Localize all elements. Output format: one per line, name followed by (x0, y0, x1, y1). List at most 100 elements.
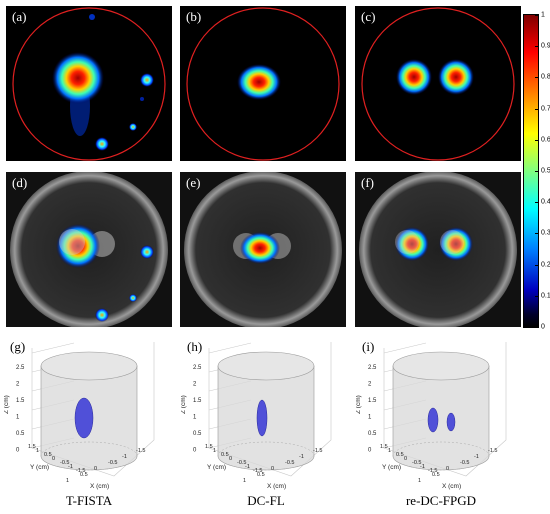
panel-h: (h) 2.521.510.50Z (cm)1.510.50-0.5-1-1.5… (180, 336, 351, 491)
y-tick-label: -0.5 (237, 460, 246, 466)
y-tick-label: 0.5 (396, 452, 404, 458)
y-tick-label: 0.5 (44, 452, 52, 458)
colorbar-tick-label: 0.6 (541, 136, 550, 144)
x-tick-label: 0 (446, 466, 449, 472)
colorbar-tick-mark (535, 264, 538, 266)
reconstruction-image-a (12, 7, 166, 161)
x-tick-label: -0.5 (108, 460, 117, 466)
panel-label-h: (h) (187, 339, 203, 354)
grid-box (208, 342, 332, 477)
x-tick-label: -0.5 (285, 460, 294, 466)
cylinder-top (392, 351, 490, 381)
z-axis-label: Z (cm) (4, 395, 10, 414)
x-axis-label: X (cm) (90, 483, 109, 490)
colorbar-tick-mark (535, 46, 538, 48)
x-tick-label: 1 (66, 478, 69, 484)
y-tick-label: -0.5 (60, 460, 69, 466)
colorbar-tick-label: 0.4 (541, 198, 550, 206)
grid-box (383, 342, 507, 477)
z-tick-label: 1 (16, 415, 20, 421)
x-tick-label: 0 (271, 466, 274, 472)
reconstructed-target-blob (256, 399, 268, 437)
z-tick-label: 2.5 (16, 365, 25, 371)
x-tick-label: -1.5 (136, 448, 145, 454)
x-axis-label: X (cm) (267, 483, 286, 490)
panel-label-d: (d) (12, 175, 28, 190)
y-tick-label: -1 (68, 464, 73, 470)
panel-b: (b) (180, 6, 346, 161)
y-tick-label: 1.5 (380, 444, 388, 450)
y-tick-label: 1 (36, 448, 39, 454)
colorbar-tick-mark (535, 15, 538, 16)
colorbar-tick-mark (535, 139, 538, 141)
grid-line (383, 342, 427, 354)
colorbar-tick-mark (535, 77, 538, 79)
colorbar-tick-label: 0.5 (541, 167, 550, 175)
reconstruction-image-b (186, 7, 340, 161)
panel-a: (a) (6, 6, 172, 161)
colorbar-tick-label: 0.7 (541, 105, 550, 113)
y-tick-label: -1.5 (253, 468, 262, 474)
z-tick-label: 0 (193, 448, 197, 454)
colorbar (523, 14, 539, 328)
colorbar-tick-mark (535, 233, 538, 235)
colorbar-tick-label: 0.1 (541, 292, 550, 300)
colorbar-tick-mark (535, 202, 538, 204)
y-tick-label: 1.5 (28, 444, 36, 450)
x-tick-label: -1 (299, 454, 304, 460)
reconstructed-target-blob (427, 407, 439, 433)
overlay-image-f (359, 171, 517, 329)
y-tick-label: 0 (229, 456, 232, 462)
y-tick-label: -1 (420, 464, 425, 470)
z-tick-label: 2.5 (193, 365, 202, 371)
colorbar-tick-label: 0.2 (541, 261, 550, 269)
y-axis-label: Y (cm) (382, 464, 401, 471)
caption-re-dc-fpgd: re-DC-FPGD (405, 493, 477, 508)
z-tick-label: 0 (368, 448, 372, 454)
z-tick-label: 1 (368, 415, 372, 421)
x-tick-label: -1.5 (313, 448, 322, 454)
z-tick-label: 0.5 (368, 431, 377, 437)
colorbar-tick-mark (535, 295, 538, 297)
panel-e: (e) (180, 171, 346, 329)
cylinder-top (217, 351, 315, 381)
x-tick-label: 1 (243, 478, 246, 484)
panel-label-a: (a) (12, 9, 27, 24)
panel-d: (d) (6, 171, 172, 329)
panel-label-i: (i) (362, 339, 375, 354)
y-tick-label: -1 (245, 464, 250, 470)
colorbar-tick-label: 0.9 (541, 42, 550, 50)
x-tick-label: -1.5 (488, 448, 497, 454)
y-tick-label: -1.5 (428, 468, 437, 474)
z-tick-label: 2.5 (368, 365, 377, 371)
grid-line (31, 342, 75, 354)
y-tick-label: 1 (388, 448, 391, 454)
y-axis-label: Y (cm) (30, 464, 49, 471)
plot-3d-h: 2.521.510.50Z (cm)1.510.50-0.5-1-1.5Y (c… (180, 342, 332, 490)
colorbar-tick-mark (535, 327, 538, 328)
x-tick-label: -1 (122, 454, 127, 460)
panel-label-b: (b) (186, 9, 202, 24)
reconstructed-target-blob (74, 397, 94, 439)
z-tick-label: 2 (193, 382, 197, 388)
z-axis-label: Z (cm) (356, 395, 362, 414)
cylinder-bottom (40, 441, 138, 471)
z-tick-label: 1.5 (368, 398, 377, 404)
panel-c: (c) (355, 6, 521, 161)
grid-box (31, 342, 155, 477)
y-tick-label: 1.5 (205, 444, 213, 450)
z-tick-label: 1 (193, 415, 197, 421)
colorbar-tick-label: 0.8 (541, 73, 550, 81)
cylinder-top (40, 351, 138, 381)
panel-label-c: (c) (361, 9, 376, 24)
z-axis-label: Z (cm) (181, 395, 187, 414)
x-axis-label: X (cm) (442, 483, 461, 490)
y-tick-label: 0 (52, 456, 55, 462)
plot-3d-g: 2.521.510.50Z (cm)1.510.50-0.5-1-1.5Y (c… (3, 342, 155, 490)
panel-label-e: (e) (186, 175, 201, 190)
z-tick-label: 0 (16, 448, 20, 454)
z-tick-label: 2 (16, 382, 20, 388)
colorbar-tick-label: 1 (541, 11, 545, 19)
z-tick-label: 0.5 (16, 431, 25, 437)
z-tick-label: 2 (368, 382, 372, 388)
